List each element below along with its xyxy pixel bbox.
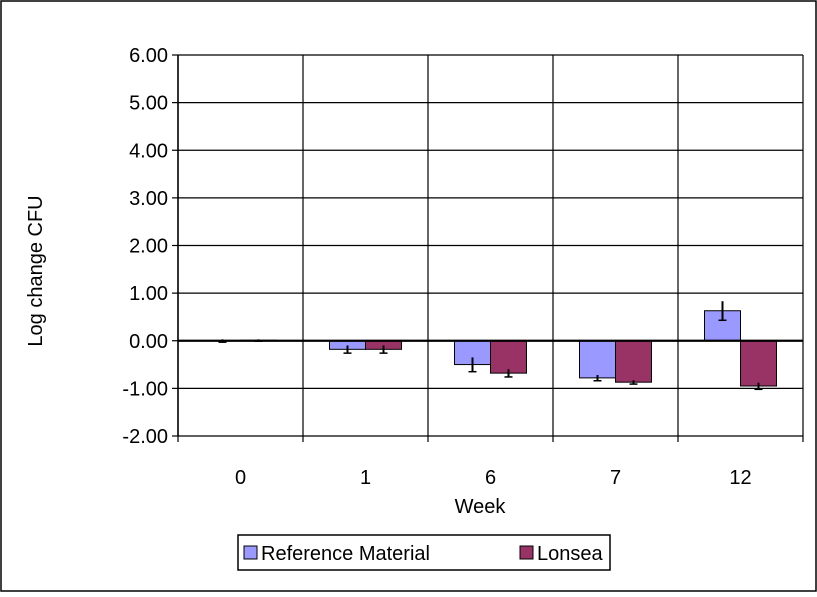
y-tick-label: 6.00	[129, 45, 168, 67]
legend-label: Lonsea	[537, 543, 603, 565]
legend: Reference Material Lonsea	[238, 535, 610, 570]
x-tick-label: 6	[485, 467, 496, 489]
y-tick-label: 2.00	[129, 236, 168, 258]
y-tick-label: 1.00	[129, 283, 168, 305]
y-tick-label: -2.00	[122, 426, 168, 448]
y-axis-label: Log change CFU	[25, 195, 47, 346]
y-tick-label: 4.00	[129, 140, 168, 162]
y-tick-label: 5.00	[129, 93, 168, 115]
x-tick-label: 0	[235, 467, 246, 489]
legend-label: Reference Material	[261, 543, 430, 565]
y-tick-label: -1.00	[122, 378, 168, 400]
x-tick-label: 7	[610, 467, 621, 489]
bar-lonsea	[491, 341, 527, 373]
bar-lonsea	[616, 341, 652, 382]
x-tick-label: 1	[360, 467, 371, 489]
bar-reference-material	[580, 341, 616, 378]
y-tick-label: 3.00	[129, 188, 168, 210]
y-tick-label: 0.00	[129, 331, 168, 353]
bar-lonsea	[741, 341, 777, 386]
x-axis-label: Week	[455, 496, 507, 518]
x-tick-label: 12	[729, 467, 751, 489]
legend-swatch	[520, 546, 533, 559]
legend-swatch	[244, 546, 257, 559]
